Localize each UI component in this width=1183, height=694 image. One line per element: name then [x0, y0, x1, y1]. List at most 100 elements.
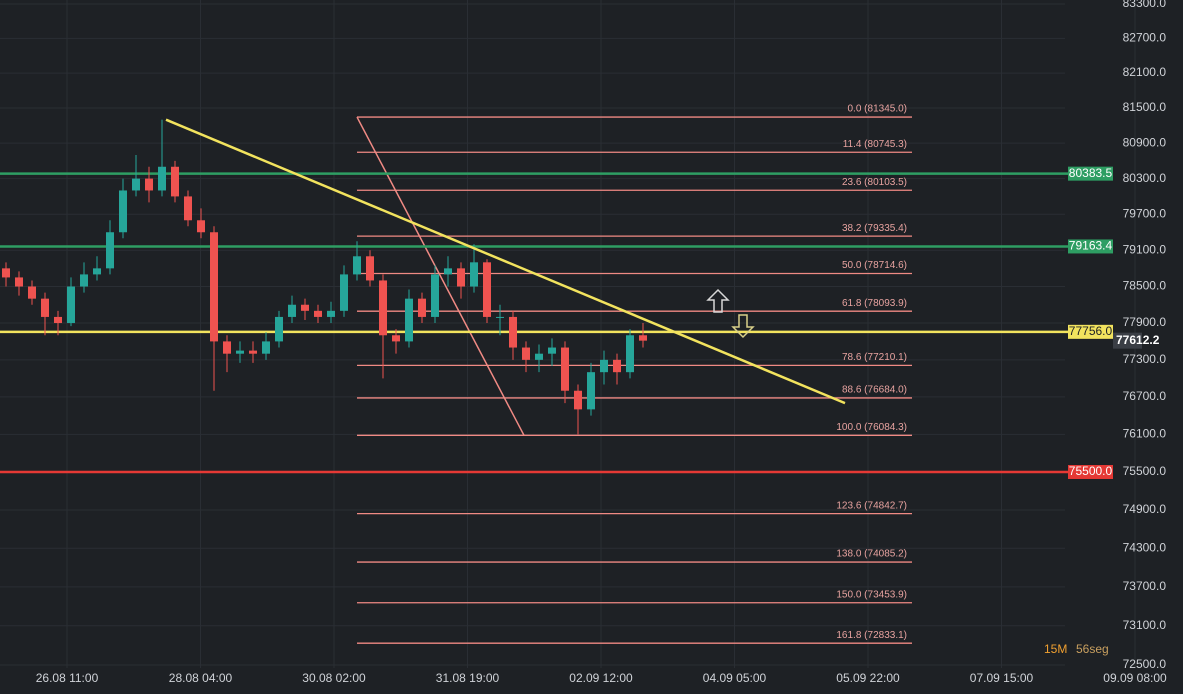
x-tick-label: 31.08 19:00 [436, 671, 500, 685]
y-tick-label: 74300.0 [1123, 540, 1167, 554]
up-arrow [706, 288, 730, 313]
candle-body [574, 390, 582, 410]
candle-body [405, 298, 413, 342]
candle-body [210, 232, 218, 342]
candle-body [197, 220, 205, 233]
y-tick-label: 83300.0 [1123, 0, 1167, 10]
candle-body [366, 256, 374, 281]
candle-body [483, 262, 491, 317]
candle-body [418, 298, 426, 317]
x-tick-label: 07.09 15:00 [970, 671, 1034, 685]
plot: 0.0 (81345.0) 11.4 (80745.3) 23.6 (80103.5… [0, 104, 1068, 644]
candle-body [2, 268, 10, 278]
y-tick-label: 78500.0 [1123, 279, 1167, 293]
down-arrow [731, 314, 755, 339]
candle-body [67, 286, 75, 324]
y-tick-label: 82100.0 [1123, 65, 1167, 79]
fib-label: 11.4 (80745.3) [843, 139, 907, 150]
fib-label: 161.8 (72833.1) [836, 630, 907, 641]
candle-body [236, 350, 244, 354]
candle-body [431, 274, 439, 317]
y-tick-label: 73700.0 [1123, 579, 1167, 593]
candle-body [145, 178, 153, 191]
y-tick-label: 79700.0 [1123, 206, 1167, 220]
candle-body [548, 347, 556, 354]
candle-body [626, 335, 634, 373]
candle-body [275, 316, 283, 342]
fib-label: 0.0 (81345.0) [848, 104, 908, 115]
y-tick-label: 72500.0 [1123, 657, 1167, 671]
x-tick-label: 05.09 22:00 [836, 671, 900, 685]
level-tag [1068, 464, 1113, 479]
fib-label: 150.0 (73453.9) [836, 589, 907, 600]
candle-body [314, 310, 322, 317]
x-tick-label: 26.08 11:00 [36, 671, 99, 685]
candle-body [535, 353, 543, 360]
y-tick-label: 80900.0 [1123, 135, 1167, 149]
candle-body [171, 166, 179, 197]
candle-body [379, 280, 387, 336]
level-tag-label: 79163.4 [1069, 239, 1113, 253]
fib-label: 38.2 (79335.4) [842, 223, 907, 234]
current-price-label: 77612.2 [1116, 333, 1160, 347]
candle-body [587, 372, 595, 410]
candle-body [600, 359, 608, 373]
y-tick-label: 77300.0 [1123, 352, 1167, 366]
level-tag-label: 77756.0 [1069, 324, 1113, 338]
candle-body [28, 286, 36, 299]
y-tick-label: 75500.0 [1123, 464, 1167, 478]
candle-body [353, 256, 361, 275]
candle-body [327, 310, 335, 317]
candle-body [41, 298, 49, 317]
level-tag [1068, 239, 1113, 254]
x-tick-label: 30.08 02:00 [302, 671, 366, 685]
fib-label: 78.6 (77210.1) [842, 352, 907, 363]
direction-arrows [706, 288, 755, 339]
level-tag-label: 80383.5 [1069, 166, 1113, 180]
candle-body [54, 316, 62, 324]
candle-body [15, 277, 23, 287]
y-tick-label: 73100.0 [1123, 618, 1167, 632]
candle-body [184, 196, 192, 221]
timeframe: 15M [1044, 642, 1067, 656]
y-tick-label: 80300.0 [1123, 171, 1167, 185]
trendline [165, 118, 846, 405]
candle-body [509, 316, 517, 348]
level-tag [1068, 324, 1113, 339]
countdown: 56seg [1076, 642, 1109, 656]
fib-label: 123.6 (74842.7) [836, 500, 907, 511]
current-price-tag [1113, 332, 1142, 349]
candle-body [223, 341, 231, 354]
candle-body [301, 304, 309, 311]
y-tick-label: 81500.0 [1123, 100, 1167, 114]
fib-label: 50.0 (78714.6) [842, 260, 907, 271]
x-tick-label: 28.08 04:00 [169, 671, 233, 685]
candle-body [249, 350, 257, 354]
y-tick-label: 77900.0 [1123, 315, 1167, 329]
y-tick-label: 76700.0 [1123, 389, 1167, 403]
candle-body [496, 316, 504, 318]
candle-body [119, 190, 127, 233]
candle-body [470, 262, 478, 287]
y-tick-label: 82700.0 [1123, 31, 1167, 45]
fib-label: 100.0 (76084.3) [836, 422, 907, 433]
candle-body [392, 335, 400, 342]
candle-body [457, 268, 465, 287]
candle-body [340, 274, 348, 311]
fib-label: 138.0 (74085.2) [836, 549, 907, 560]
level-tag [1068, 166, 1113, 181]
candle-body [561, 347, 569, 391]
candle-body [639, 335, 647, 341]
x-tick-label: 02.09 12:00 [569, 671, 633, 685]
price-axis: 83300.0 82700.0 82100.0 81500.0 80900.0 80300… [36, 0, 1167, 685]
candle-body [262, 341, 270, 354]
candle-body [613, 359, 621, 373]
y-tick-label: 76100.0 [1123, 426, 1167, 440]
candle-body [132, 178, 140, 191]
fib-label: 61.8 (78093.9) [842, 298, 907, 309]
level-tag-label: 75500.0 [1069, 464, 1113, 478]
y-tick-label: 79100.0 [1123, 242, 1167, 256]
x-tick-label: 04.09 05:00 [703, 671, 767, 685]
